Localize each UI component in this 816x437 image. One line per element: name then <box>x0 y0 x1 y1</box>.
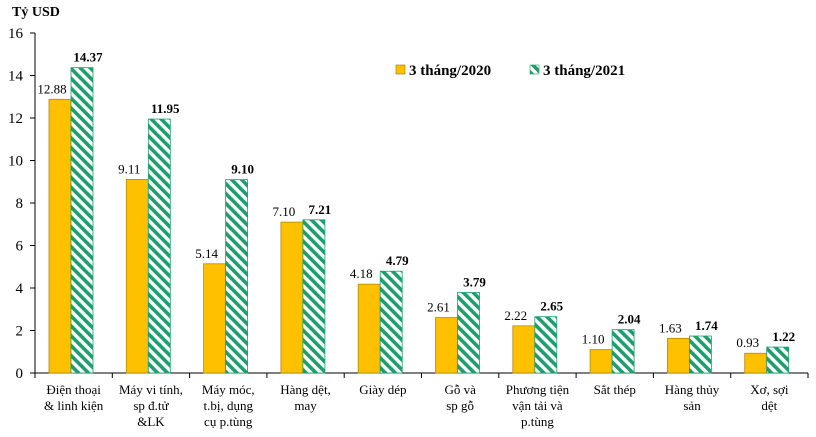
value-label-2020: 1.10 <box>582 332 605 347</box>
value-label-2021: 2.04 <box>618 312 641 327</box>
category-label: vận tải và <box>512 398 563 413</box>
bar-2020 <box>435 317 458 374</box>
category-label: Gỗ và <box>444 382 476 397</box>
category-label: p.tùng <box>521 414 554 429</box>
category-label: Phương tiện <box>506 382 570 397</box>
legend-swatch-2021 <box>529 64 540 75</box>
y-tick-label: 4 <box>16 281 24 297</box>
bar-2020 <box>125 179 149 374</box>
category-label: & linh kiện <box>44 398 104 413</box>
value-label-2021: 7.21 <box>309 202 332 217</box>
bar-2021 <box>379 270 403 374</box>
value-label-2021: 9.10 <box>231 162 254 177</box>
value-label-2020: 12.88 <box>37 81 66 96</box>
category-label: sp gỗ <box>446 398 474 413</box>
bar-2020 <box>589 349 613 374</box>
value-label-2021: 11.95 <box>151 101 180 116</box>
value-label-2021: 4.79 <box>386 253 409 268</box>
category-label: Hàng thủy <box>665 382 720 397</box>
y-axis-label: Tỷ USD <box>12 5 60 20</box>
value-label-2020: 4.18 <box>350 266 373 281</box>
bar-2020 <box>203 263 227 374</box>
category-label: Hàng dệt, <box>280 382 331 397</box>
bar-2020 <box>280 221 304 374</box>
category-label: Xơ, sợi <box>750 382 789 397</box>
value-label-2020: 9.11 <box>118 161 140 176</box>
category-label: Máy vi tính, <box>119 382 183 397</box>
category-label: may <box>294 398 317 413</box>
y-tick-label: 8 <box>16 196 24 212</box>
value-label-2020: 0.93 <box>736 335 759 350</box>
category-label: Máy móc, <box>202 382 255 397</box>
bar-2021 <box>689 335 712 374</box>
bar-2020 <box>744 352 768 374</box>
legend-swatch-2020 <box>395 64 406 75</box>
bar-2021 <box>457 292 480 374</box>
value-label-2020: 2.61 <box>427 300 450 315</box>
bar-2020 <box>357 283 381 374</box>
category-label: sp đ.tử <box>133 398 169 413</box>
value-label-2021: 1.22 <box>772 329 795 344</box>
y-tick-label: 12 <box>8 111 23 127</box>
bar-2020 <box>512 325 536 374</box>
legend: 3 tháng/2020 3 tháng/2021 <box>395 63 625 79</box>
value-label-2021: 14.37 <box>73 50 103 65</box>
bars <box>48 67 790 374</box>
value-label-2021: 3.79 <box>463 274 486 289</box>
value-label-2020: 7.10 <box>273 204 296 219</box>
category-label: &LK <box>137 414 165 429</box>
y-tick-label: 14 <box>8 69 24 85</box>
category-label: sản <box>683 398 701 413</box>
bar-2021 <box>534 316 558 374</box>
value-label-2020: 1.63 <box>659 320 682 335</box>
y-tick-label: 6 <box>16 239 24 255</box>
y-tick-label: 10 <box>8 154 23 170</box>
legend-label-2020: 3 tháng/2020 <box>409 63 491 79</box>
value-label-2021: 2.65 <box>540 299 563 314</box>
category-label: Giày dép <box>359 382 406 397</box>
bar-2021 <box>225 179 249 374</box>
bar-2020 <box>48 98 72 374</box>
category-label: Điện thoại <box>46 382 101 397</box>
bar-2021 <box>302 219 326 374</box>
y-tick-label: 2 <box>16 324 24 340</box>
bar-2020 <box>667 337 690 374</box>
y-tick-label: 16 <box>8 26 24 42</box>
y-tick-label: 0 <box>16 366 24 382</box>
category-labels: Điện thoại& linh kiện Máy vi tính,sp đ.tử… <box>44 382 789 429</box>
value-label-2021: 1.74 <box>695 318 718 333</box>
value-labels: 12.88 14.37 9.11 11.95 5.14 9.10 7.10 7.21 4.18 4… <box>37 50 795 351</box>
legend-label-2021: 3 tháng/2021 <box>543 63 625 79</box>
category-label: cụ p.tùng <box>204 414 253 429</box>
category-label: Sắt thép <box>594 382 636 397</box>
value-label-2020: 5.14 <box>195 246 218 261</box>
bar-2021 <box>70 67 94 374</box>
category-label: dệt <box>761 398 777 413</box>
bar-2021 <box>147 118 171 374</box>
value-label-2020: 2.22 <box>504 308 527 323</box>
category-label: t.bị, dụng <box>204 398 254 413</box>
bar-2021 <box>766 346 790 374</box>
bar-2021 <box>611 329 635 374</box>
